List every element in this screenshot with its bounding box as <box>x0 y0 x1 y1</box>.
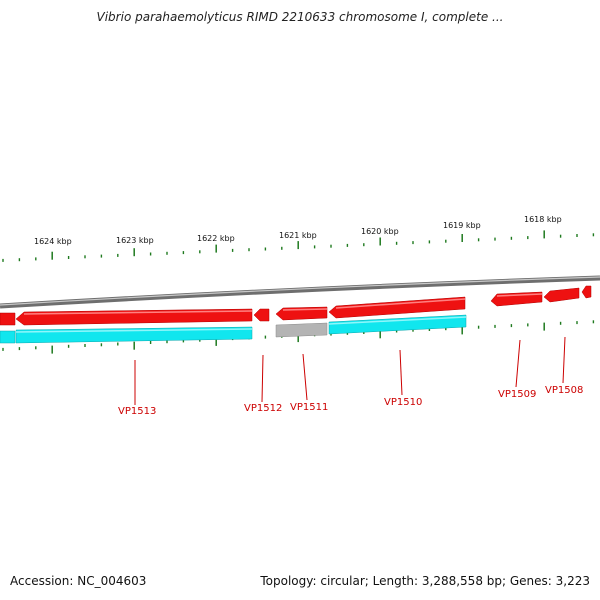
leader-line-vp1511 <box>302 353 308 401</box>
gene-label-vp1512[interactable]: VP1512 <box>244 403 282 414</box>
gene-highlight <box>335 298 466 309</box>
scale-label-1620: 1620 kbp <box>361 227 399 236</box>
scale-label-1619: 1619 kbp <box>443 221 481 230</box>
map-title: Vibrio parahaemolyticus RIMD 2210633 chr… <box>96 10 504 24</box>
gene-arrow-vp1510[interactable] <box>328 296 466 319</box>
gene-label-vp1513[interactable]: VP1513 <box>118 406 156 417</box>
gene-highlight <box>282 308 328 311</box>
leader-line-vp1509 <box>515 339 521 388</box>
scale-labels: 1624 kbp 1623 kbp 1622 kbp 1621 kbp 1620… <box>34 215 562 246</box>
genome-summary-text: Topology: circular; Length: 3,288,558 bp… <box>260 574 590 588</box>
leader-line-vp1508 <box>562 336 566 384</box>
leader-line-vp1512 <box>261 354 264 403</box>
gene-label-leaders <box>134 336 566 405</box>
scale-label-1623: 1623 kbp <box>116 236 154 245</box>
gene-highlight <box>496 293 543 297</box>
gene-arrow-vp1512[interactable] <box>253 308 270 322</box>
genome-backbone <box>0 275 600 309</box>
gene-highlight <box>23 310 253 315</box>
accession-text: Accession: NC_004603 <box>10 574 147 588</box>
gene-labels: VP1513 VP1512 VP1511 VP1510 VP1509 VP150… <box>118 385 583 417</box>
cds-highlight <box>15 328 253 333</box>
genome-backbone-highlight <box>0 276 600 306</box>
gene-label-vp1511[interactable]: VP1511 <box>290 402 328 413</box>
cds-block-left-edge[interactable] <box>0 330 16 344</box>
cds-block-vp1510[interactable] <box>328 314 467 335</box>
gene-arrow-left-edge[interactable] <box>0 312 16 326</box>
scale-label-1621: 1621 kbp <box>279 231 317 240</box>
cds-highlight <box>328 316 467 325</box>
scale-tick-track-upper <box>2 230 595 262</box>
reverse-strand-features <box>0 314 467 344</box>
gene-label-vp1510[interactable]: VP1510 <box>384 397 422 408</box>
scale-label-1618: 1618 kbp <box>524 215 562 224</box>
feature-block-vp1511[interactable] <box>275 322 328 338</box>
scale-label-1622: 1622 kbp <box>197 234 235 243</box>
gene-label-vp1509[interactable]: VP1509 <box>498 389 536 400</box>
leader-line-vp1510 <box>399 349 403 396</box>
scale-label-1624: 1624 kbp <box>34 237 72 246</box>
gene-label-vp1508[interactable]: VP1508 <box>545 385 583 396</box>
forward-strand-genes <box>0 285 592 326</box>
gene-arrow-vp1508[interactable] <box>543 287 580 303</box>
gene-arrow-right-edge[interactable] <box>581 285 592 299</box>
